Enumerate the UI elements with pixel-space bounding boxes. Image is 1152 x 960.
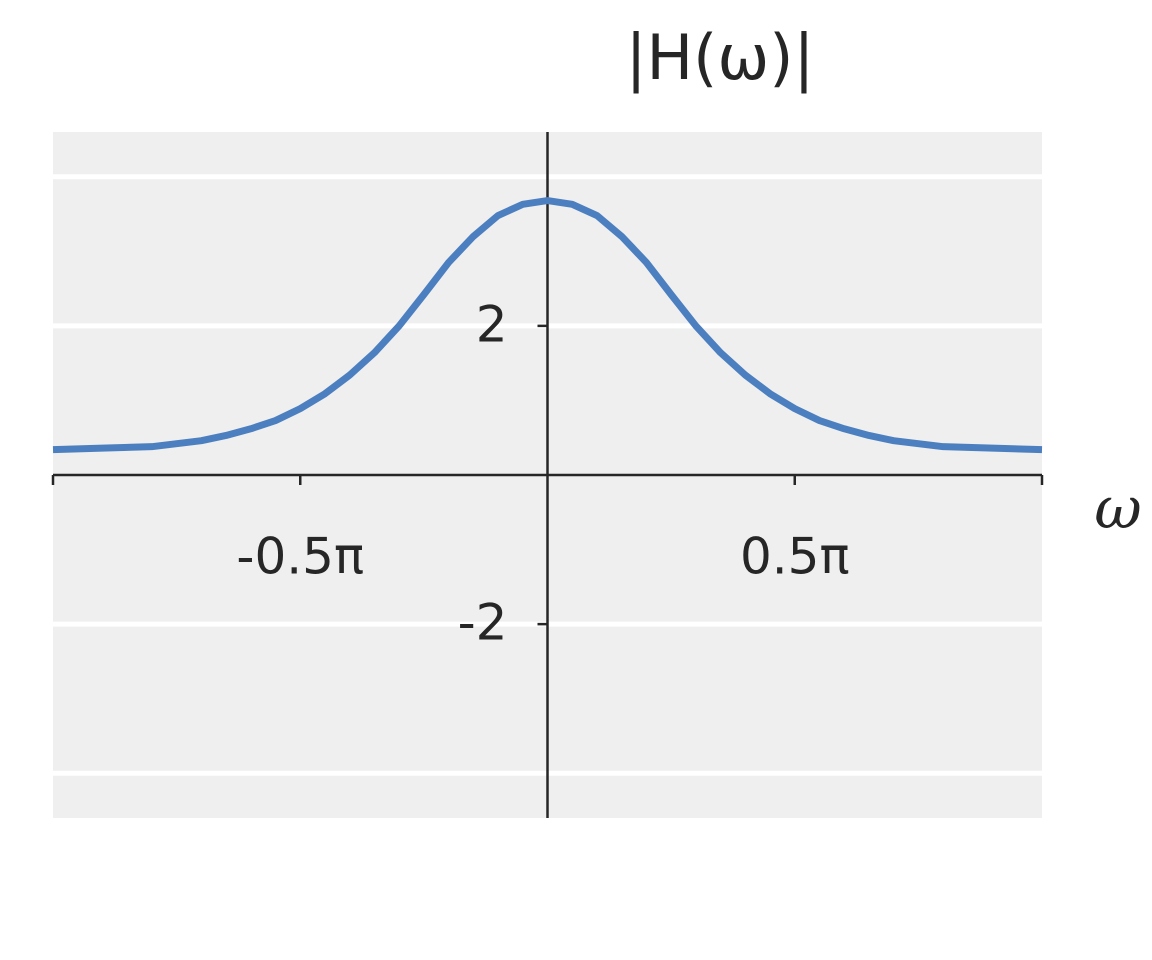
y-tick-label: 2	[476, 295, 508, 353]
line-series	[52, 197, 1043, 454]
chart-title: |H(ω)|	[626, 21, 815, 95]
x-tick-label: 0.5π	[740, 528, 850, 586]
x-axis-label: ω	[1094, 474, 1141, 542]
y-tick-label: -2	[458, 594, 508, 652]
x-tick-label: -0.5π	[236, 528, 364, 586]
